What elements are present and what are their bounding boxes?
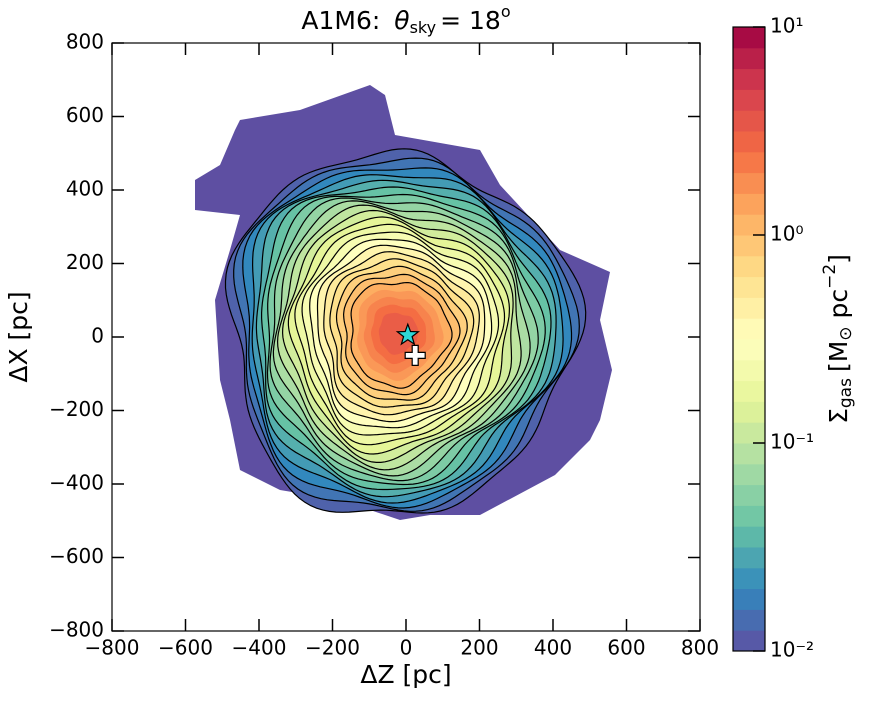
x-tick-label: 800 — [681, 636, 719, 660]
cbar-subscript: gas — [836, 378, 856, 408]
colorbar-band — [733, 235, 765, 257]
density-map — [195, 85, 612, 520]
y-tick-label: −400 — [49, 471, 104, 495]
y-tick-label: −600 — [49, 544, 104, 568]
cbar-close: ] — [824, 254, 853, 264]
colorbar-band — [733, 630, 765, 652]
colorbar-band — [733, 276, 765, 298]
colorbar-band — [733, 526, 765, 548]
cbar-exponent: −2 — [820, 264, 840, 289]
colorbar-band — [733, 172, 765, 194]
cbar-unit: pc — [824, 289, 853, 327]
colorbar-band — [733, 401, 765, 423]
colorbar-band — [733, 609, 765, 631]
colorbar-band — [733, 339, 765, 361]
cbar-sun: ⊙ — [836, 326, 856, 340]
y-tick-label: 200 — [66, 250, 104, 274]
colorbar-band — [733, 131, 765, 153]
colorbar-band — [733, 27, 765, 49]
contour-level — [378, 312, 418, 355]
y-tick-label: 400 — [66, 177, 104, 201]
x-tick-label: −400 — [232, 636, 287, 660]
title-prefix: A1M6: — [301, 6, 380, 35]
colorbar-band — [733, 255, 765, 278]
colorbar-band — [733, 89, 765, 111]
colorbar-band — [733, 318, 765, 340]
x-tick-label: −800 — [85, 636, 140, 660]
title-equals: = 18 — [440, 6, 501, 35]
x-tick-label: 0 — [400, 636, 413, 660]
colorbar-tick-label: 10¹ — [770, 14, 803, 38]
colorbar-band — [733, 547, 765, 569]
y-tick-label: 0 — [91, 324, 104, 348]
colorbar-band — [733, 588, 765, 610]
y-tick-label: −800 — [49, 618, 104, 642]
chart-title: A1M6: θsky = 18o — [301, 2, 510, 37]
x-tick-label: 400 — [534, 636, 572, 660]
colorbar-tick-label: 10⁰ — [770, 222, 803, 246]
colorbar-band — [733, 68, 765, 90]
title-symbol: θ — [394, 6, 409, 35]
x-tick-label: 200 — [460, 636, 498, 660]
title-superscript: o — [501, 2, 511, 21]
marker-cross — [404, 344, 426, 366]
colorbar-band — [733, 214, 765, 236]
colorbar-band — [733, 567, 765, 590]
colorbar-tick-label: 10⁻¹ — [770, 430, 814, 454]
cbar-open: [M — [824, 341, 853, 372]
colorbar-band — [733, 380, 765, 402]
colorbar-frame — [732, 26, 766, 652]
marker-star — [395, 322, 420, 346]
x-tick-label: −600 — [158, 636, 213, 660]
colorbar-band — [733, 110, 765, 132]
colorbar-band — [733, 193, 765, 215]
x-axis-label: ΔZ [pc] — [360, 660, 451, 689]
colorbar-band — [733, 463, 765, 486]
colorbar-band — [733, 47, 765, 70]
colorbar-label: Σgas [M⊙ pc−2] — [820, 254, 856, 424]
title-subscript: sky — [410, 18, 437, 37]
colorbar-tick-label: 10⁻² — [770, 638, 814, 662]
x-tick-label: −200 — [305, 636, 360, 660]
colorbar-band — [733, 151, 765, 174]
x-tick-label: 600 — [607, 636, 645, 660]
cbar-symbol: Σ — [824, 408, 853, 424]
y-axis-label: ΔX [pc] — [4, 291, 33, 382]
colorbar-band — [733, 297, 765, 319]
colorbar-band — [733, 484, 765, 506]
colorbar-band — [733, 443, 765, 465]
y-tick-label: 800 — [66, 30, 104, 54]
colorbar-band — [733, 505, 765, 527]
colorbar-band — [733, 359, 765, 382]
y-tick-label: −200 — [49, 397, 104, 421]
y-tick-label: 600 — [66, 103, 104, 127]
colorbar-band — [733, 422, 765, 444]
